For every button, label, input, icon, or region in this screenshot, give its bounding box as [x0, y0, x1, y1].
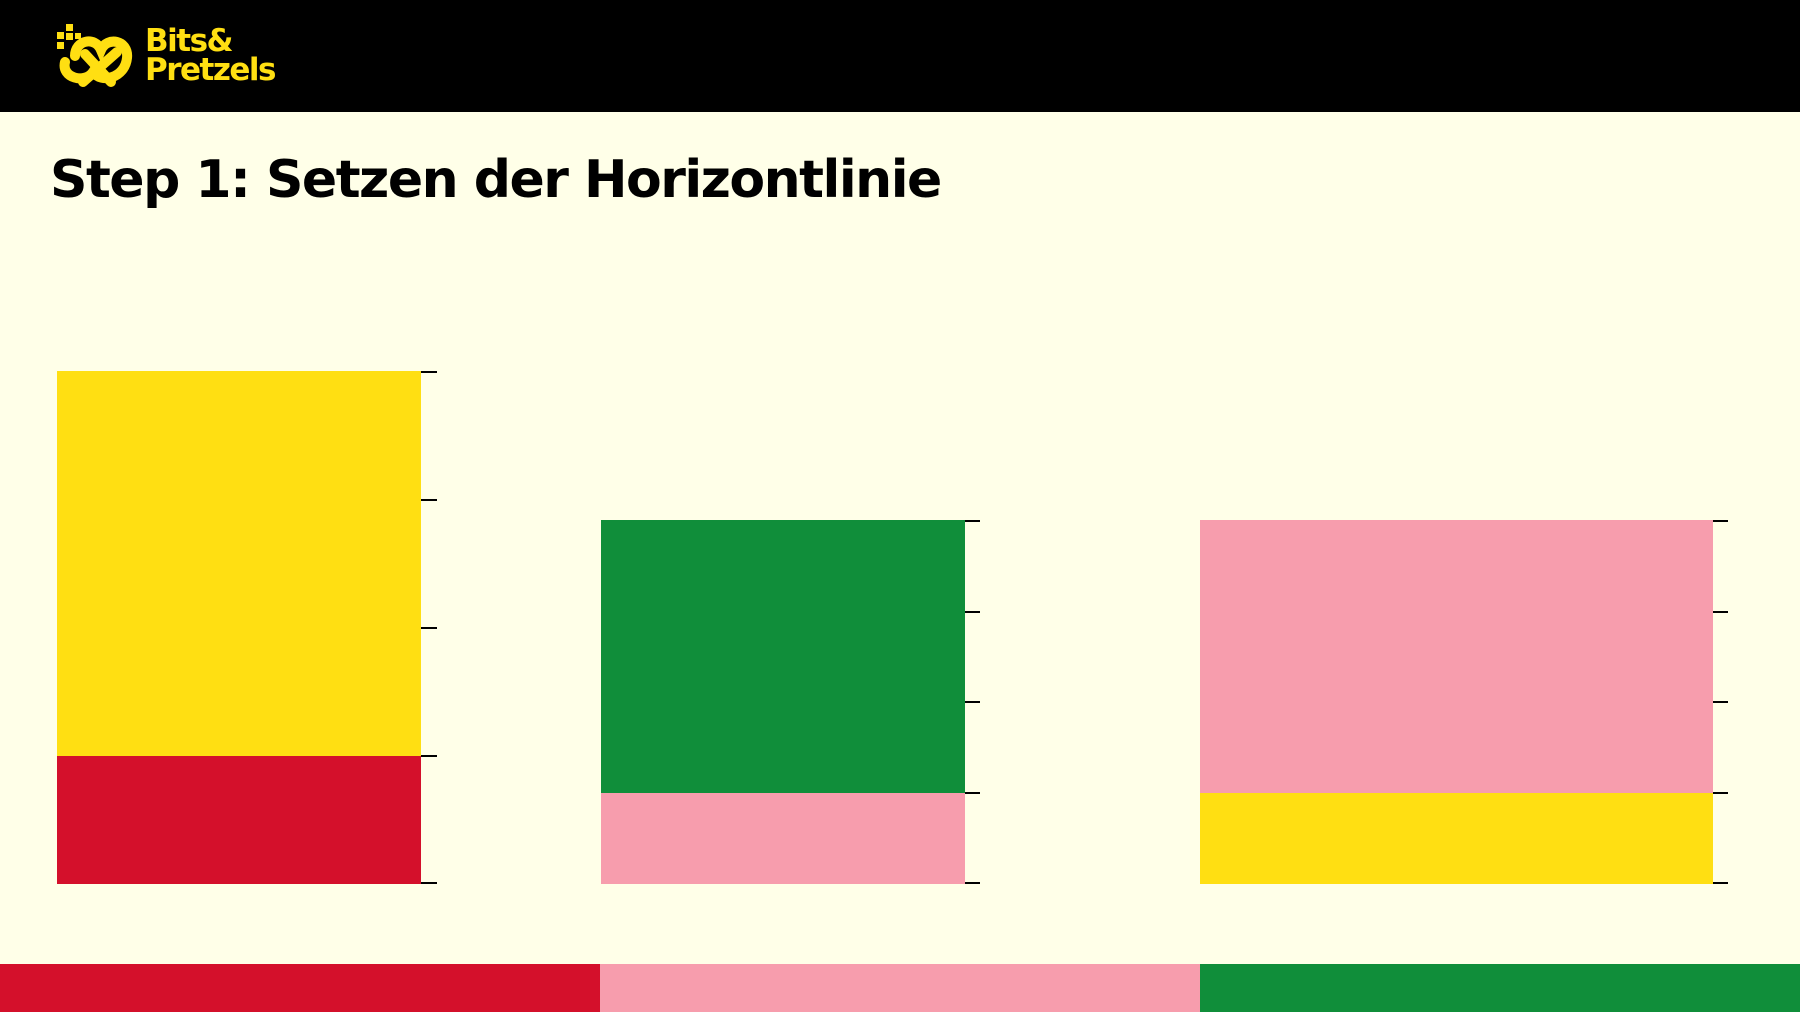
panel-2-ground [601, 793, 965, 884]
panel-2-ruler [965, 520, 980, 884]
panel-1-ruler [421, 371, 437, 884]
panel-2 [601, 520, 980, 884]
panel-3-sky [1200, 520, 1713, 793]
footer-strip [0, 964, 1800, 1012]
panel-1-ground [57, 756, 421, 884]
panel-1-sky [57, 371, 421, 756]
header-bar: Bits& Pretzels [0, 0, 1800, 112]
brand-name-line1: Bits& [145, 23, 234, 59]
panel-2-sky [601, 520, 965, 793]
footer-strip-green [1200, 964, 1800, 1012]
page-title: Step 1: Setzen der Horizontlinie [50, 150, 942, 210]
panel-3 [1200, 520, 1728, 884]
panel-3-ground [1200, 793, 1713, 884]
footer-strip-red [0, 964, 600, 1012]
brand-name: Bits& Pretzels [145, 23, 277, 88]
panel-3-ruler [1713, 520, 1728, 884]
footer-strip-pink [600, 964, 1200, 1012]
brand-logo[interactable]: Bits& Pretzels [55, 22, 277, 90]
pretzel-logo-icon [57, 24, 132, 87]
brand-name-line2: Pretzels [145, 52, 277, 88]
panel-1 [57, 371, 437, 884]
